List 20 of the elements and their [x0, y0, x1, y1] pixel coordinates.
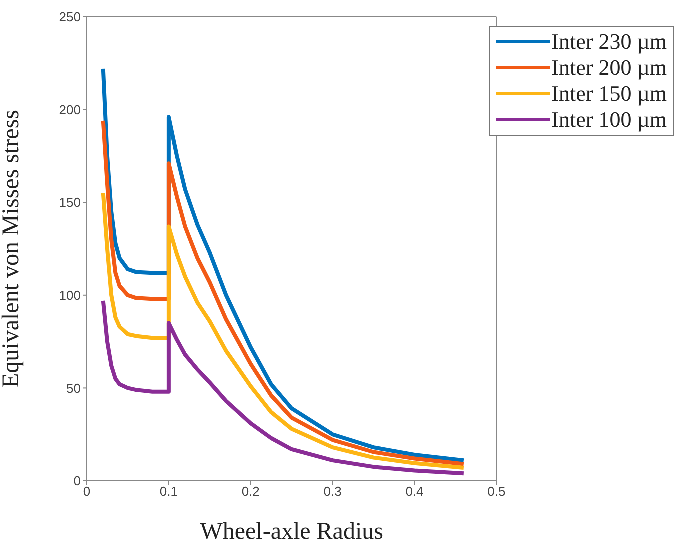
x-tick-label: 0.1	[160, 484, 178, 500]
y-tick-label: 50	[66, 380, 81, 396]
x-tick-label: 0.2	[242, 484, 260, 500]
legend-label: Inter 150 µm	[552, 81, 667, 107]
y-tick-label: 100	[59, 288, 81, 304]
x-axis-title: Wheel-axle Radius	[200, 519, 384, 545]
y-tick-label: 200	[59, 102, 81, 118]
y-tick-label: 150	[59, 195, 81, 210]
legend-label: Inter 200 µm	[552, 55, 667, 81]
x-tick-label: 0	[83, 484, 91, 500]
y-axis-title: Equivalent von Misses stress	[0, 110, 25, 388]
line-series	[101, 191, 466, 470]
legend-label: Inter 100 µm	[552, 107, 667, 133]
y-tick-label: 0	[74, 474, 81, 489]
y-tick-label: 250	[59, 10, 81, 25]
x-tick-label: 0.3	[324, 484, 342, 500]
line-series	[101, 298, 466, 476]
legend-label: Inter 230 µm	[552, 29, 667, 55]
x-tick-label: 0.5	[488, 484, 506, 500]
x-tick-label: 0.4	[406, 484, 424, 500]
